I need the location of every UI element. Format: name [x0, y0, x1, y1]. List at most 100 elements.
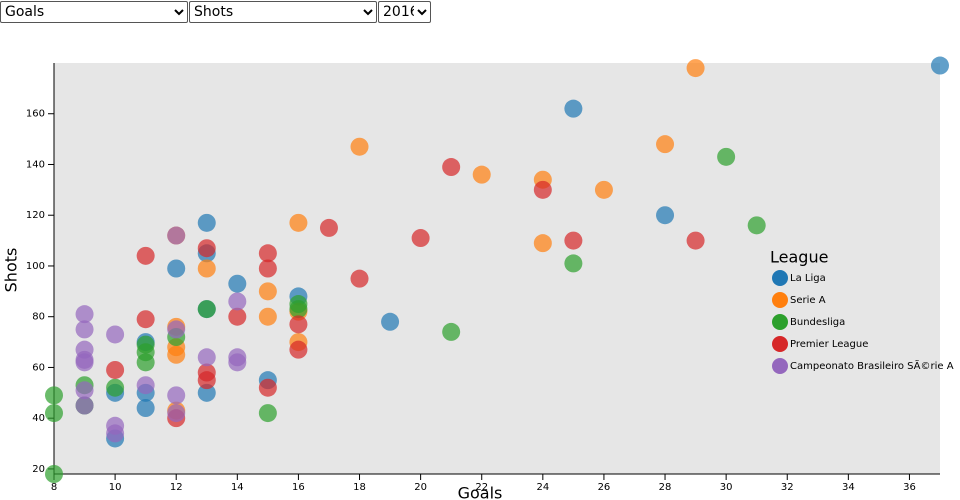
plot-background	[54, 63, 940, 474]
point	[197, 383, 216, 402]
y-tick-label: 40	[32, 413, 45, 424]
point	[45, 404, 63, 423]
legend-label: Premier League	[790, 339, 868, 350]
point	[197, 348, 216, 367]
point	[106, 378, 125, 397]
point	[75, 396, 94, 415]
point	[167, 386, 186, 405]
point	[656, 206, 675, 225]
point	[289, 340, 308, 359]
point	[167, 404, 186, 423]
legend-label: Serie A	[790, 295, 826, 306]
point	[167, 320, 186, 339]
legend-title: League	[770, 248, 828, 267]
point	[258, 404, 277, 423]
point	[197, 259, 216, 278]
point	[533, 180, 552, 199]
x-tick-label: 22	[475, 482, 488, 493]
point	[228, 307, 247, 326]
point	[319, 218, 338, 237]
point	[167, 259, 186, 278]
legend-swatch	[772, 314, 788, 330]
x-tick-label: 12	[170, 482, 183, 493]
point	[594, 180, 613, 199]
point	[167, 226, 186, 245]
x-tick-label: 16	[292, 482, 305, 493]
point	[136, 376, 155, 395]
point	[228, 353, 247, 372]
x-tick-label: 30	[720, 482, 733, 493]
point	[656, 135, 675, 154]
x-tick-label: 24	[536, 482, 549, 493]
point	[686, 59, 705, 78]
y-tick-label: 160	[26, 109, 45, 120]
x-tick-label: 20	[414, 482, 427, 493]
point	[411, 229, 430, 248]
y-axis-label: Shots	[2, 248, 21, 293]
x-tick-label: 36	[903, 482, 916, 493]
point	[45, 465, 63, 483]
point	[228, 292, 247, 311]
point	[564, 254, 583, 273]
point	[289, 213, 308, 232]
point	[75, 305, 94, 324]
legend-label: Bundesliga	[790, 317, 845, 328]
x-tick-label: 14	[231, 482, 244, 493]
point	[564, 99, 583, 118]
legend-swatch	[772, 336, 788, 352]
point	[258, 378, 277, 397]
y-select[interactable]: Shots	[189, 1, 377, 23]
point	[106, 325, 125, 344]
point	[717, 147, 736, 166]
x-tick-label: 8	[51, 482, 57, 493]
point	[106, 424, 125, 443]
point	[258, 244, 277, 263]
year-select[interactable]: 2016	[378, 1, 431, 23]
point	[197, 371, 216, 390]
y-tick-label: 80	[32, 312, 45, 323]
x-tick-label: 28	[659, 482, 672, 493]
x-tick-label: 34	[842, 482, 855, 493]
y-tick-label: 100	[26, 261, 45, 272]
point	[136, 353, 155, 372]
point	[258, 307, 277, 326]
legend-swatch	[772, 270, 788, 286]
point	[136, 310, 155, 329]
point	[258, 282, 277, 301]
legend-label: La Liga	[790, 273, 826, 284]
point	[258, 259, 277, 278]
point	[931, 56, 949, 75]
point	[75, 353, 94, 372]
point	[289, 300, 308, 319]
point	[45, 386, 63, 405]
point	[533, 234, 552, 253]
y-tick-label: 120	[26, 210, 45, 221]
point	[75, 381, 94, 400]
point	[106, 360, 125, 379]
legend-swatch	[772, 292, 788, 308]
legend-swatch	[772, 358, 788, 374]
point	[75, 320, 94, 339]
point	[442, 158, 461, 177]
y-tick-label: 20	[32, 464, 45, 475]
point	[442, 322, 461, 341]
point	[564, 231, 583, 250]
x-tick-label: 26	[598, 482, 611, 493]
point	[136, 246, 155, 265]
x-tick-label: 10	[109, 482, 122, 493]
point	[197, 239, 216, 258]
point	[747, 216, 766, 235]
point	[136, 399, 155, 418]
x-select[interactable]: Goals	[0, 1, 188, 23]
y-tick-label: 140	[26, 159, 45, 170]
y-tick-label: 60	[32, 362, 45, 373]
x-axis-label: Goals	[458, 484, 503, 500]
x-tick-label: 18	[353, 482, 366, 493]
point	[197, 213, 216, 232]
legend-label: Campeonato Brasileiro SÃ©rie A	[790, 359, 954, 372]
point	[686, 231, 705, 250]
point	[289, 315, 308, 334]
point	[197, 300, 216, 319]
